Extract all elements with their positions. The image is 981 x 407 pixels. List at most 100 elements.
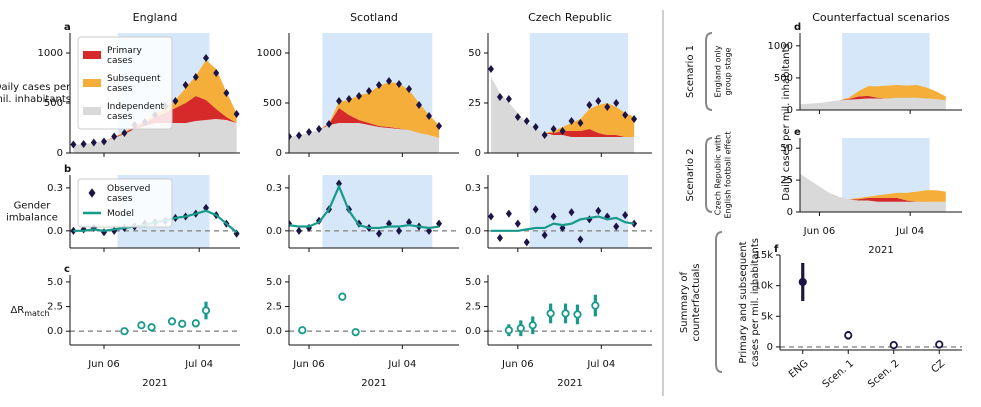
observed-marker xyxy=(289,132,292,141)
y-tick-label: 0.3 xyxy=(266,183,282,194)
point xyxy=(120,327,129,336)
legend-label: Observed cases xyxy=(107,184,153,204)
observed-marker xyxy=(80,139,87,149)
observed-marker xyxy=(496,92,503,102)
legend-label: Model xyxy=(107,209,134,219)
observed-marker xyxy=(316,124,322,134)
panel-title: Czech Republic xyxy=(528,11,612,24)
area xyxy=(800,84,946,105)
area xyxy=(490,77,635,137)
observed-marker xyxy=(586,100,593,110)
point xyxy=(561,309,570,318)
y-tick-label: 0 xyxy=(787,105,793,116)
observed-marker xyxy=(426,111,432,121)
observed-marker xyxy=(604,102,611,112)
observed-marker xyxy=(577,235,584,244)
observed-marker xyxy=(523,116,530,126)
observed-marker xyxy=(550,124,557,134)
y-axis-label-main: ΔR xyxy=(10,305,24,316)
area xyxy=(800,97,946,110)
text-line: cases xyxy=(107,112,133,122)
plot-area xyxy=(488,33,638,153)
x-tick-label: Scen. 2 xyxy=(866,358,901,390)
plot-area xyxy=(780,262,962,350)
y-tick-label: 50 xyxy=(780,143,793,154)
highlight-span xyxy=(322,175,433,248)
y-tick-label: 10k xyxy=(754,281,773,292)
area xyxy=(289,108,439,138)
x-tick-label: Jun 06 xyxy=(292,359,325,370)
panel-letter: f xyxy=(774,244,779,255)
observed-marker xyxy=(396,226,402,235)
panel-letter: b xyxy=(64,164,71,175)
point xyxy=(504,326,513,335)
point xyxy=(338,292,347,301)
legend-swatch xyxy=(83,79,101,87)
observed-marker xyxy=(376,80,382,90)
x-axis-label: 2021 xyxy=(868,245,893,256)
model-line xyxy=(289,183,440,230)
observed-marker xyxy=(488,212,494,221)
observed-marker xyxy=(505,209,512,218)
observed-marker xyxy=(541,130,548,140)
x-tick-label: Jul 04 xyxy=(586,359,615,370)
x-axis-label: 2021 xyxy=(361,378,386,389)
observed-marker xyxy=(577,118,584,128)
text-line: Primary xyxy=(107,46,145,56)
text-line: Independent xyxy=(107,102,167,112)
observed-marker xyxy=(396,79,402,89)
y-tick-label: 0.0 xyxy=(47,326,63,337)
observed-marker xyxy=(595,96,602,106)
y-tick-label: 15k xyxy=(754,250,773,261)
y-tick-label: 50 xyxy=(468,48,481,59)
y-tick-label: 0.0 xyxy=(465,226,481,237)
point xyxy=(798,277,807,287)
observed-marker xyxy=(223,88,230,98)
panel-letter: c xyxy=(64,264,70,275)
y-axis-label: Daily cases per xyxy=(0,82,71,93)
point xyxy=(167,317,177,326)
observed-marker xyxy=(496,233,503,243)
panel-title: England xyxy=(133,11,178,24)
area xyxy=(800,173,946,212)
bracket xyxy=(715,231,723,373)
y-tick-label: 0.3 xyxy=(47,183,63,194)
plot-area xyxy=(289,33,442,153)
text-line: Observed xyxy=(107,184,153,194)
text-line: cases xyxy=(107,194,133,204)
point xyxy=(516,324,525,333)
observed-marker xyxy=(622,211,629,220)
x-tick-label: Jun 06 xyxy=(87,359,120,370)
area xyxy=(289,82,439,138)
plot-area xyxy=(488,175,652,248)
group-note: England only xyxy=(714,45,723,97)
plot-area xyxy=(289,292,459,337)
area xyxy=(289,123,439,153)
y-axis-label-sub: match xyxy=(24,309,49,318)
plot-area xyxy=(70,301,240,336)
text-line: cases xyxy=(107,56,133,66)
x-tick-label: Jun 06 xyxy=(803,226,836,237)
y-axis-label: cases per mil. inhabitants xyxy=(750,238,761,367)
observed-marker xyxy=(111,132,118,141)
point xyxy=(528,321,537,330)
observed-marker xyxy=(550,212,557,221)
x-tick-label: Jul 04 xyxy=(184,359,213,370)
point xyxy=(935,340,944,349)
y-tick-label: 0.3 xyxy=(465,183,481,194)
observed-marker xyxy=(366,86,372,96)
observed-marker xyxy=(488,64,494,74)
area xyxy=(490,77,635,153)
observed-marker xyxy=(436,121,442,131)
panel-letter: d xyxy=(794,22,801,33)
observed-marker xyxy=(192,72,199,82)
point xyxy=(573,310,582,319)
y-axis-label: mil. inhabitants xyxy=(0,94,71,105)
y-tick-label: 0 xyxy=(767,342,773,353)
observed-marker xyxy=(90,138,97,147)
point xyxy=(844,331,853,340)
x-tick-label: ENG xyxy=(787,358,811,380)
observed-marker xyxy=(70,140,77,149)
observed-marker xyxy=(326,119,332,129)
